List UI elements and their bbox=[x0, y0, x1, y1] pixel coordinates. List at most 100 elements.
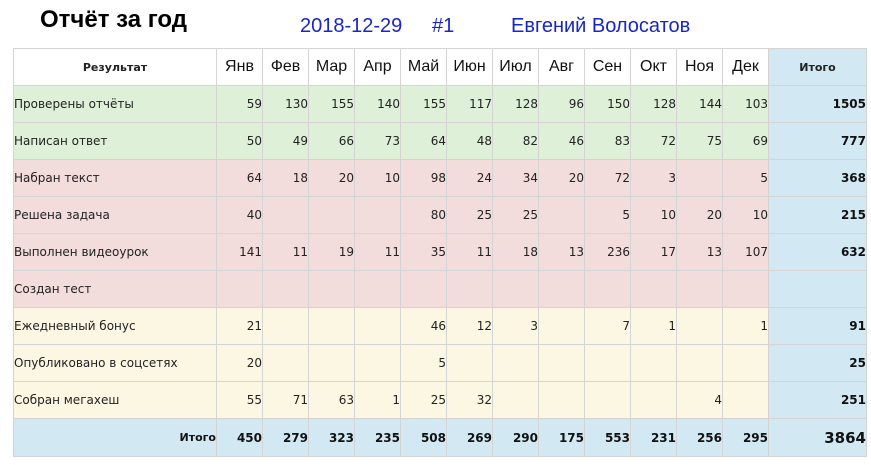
month-cell: 46 bbox=[538, 122, 585, 160]
month-cell bbox=[400, 270, 447, 308]
month-cell: 11 bbox=[354, 233, 401, 271]
user-name: Евгений Волосатов bbox=[511, 15, 691, 37]
row-label: Ежедневный бонус bbox=[13, 307, 217, 345]
month-cell: 32 bbox=[446, 381, 493, 419]
month-cell: 128 bbox=[630, 85, 677, 123]
month-cell: 69 bbox=[722, 122, 769, 160]
month-cell: 82 bbox=[492, 122, 539, 160]
month-cell: 73 bbox=[354, 122, 401, 160]
month-cell: 21 bbox=[216, 307, 263, 345]
row-total: 777 bbox=[768, 122, 867, 160]
month-cell bbox=[492, 344, 539, 382]
month-header: Ноя bbox=[676, 48, 723, 86]
month-cell: 3 bbox=[492, 307, 539, 345]
month-cell: 20 bbox=[308, 159, 355, 197]
month-cell: 1 bbox=[630, 307, 677, 345]
month-cell: 66 bbox=[308, 122, 355, 160]
month-cell: 13 bbox=[676, 233, 723, 271]
month-cell: 5 bbox=[584, 196, 631, 234]
month-cell bbox=[722, 344, 769, 382]
month-header: Июл bbox=[492, 48, 539, 86]
month-cell: 10 bbox=[630, 196, 677, 234]
total-header: Итого bbox=[768, 48, 867, 86]
table-row: Опубликовано в соцсетях 20 5 25 bbox=[13, 344, 867, 382]
month-cell: 19 bbox=[308, 233, 355, 271]
table-row: Ежедневный бонус 21 46 12 3 7 1 1 91 bbox=[13, 307, 867, 345]
row-label: Создан тест bbox=[13, 270, 217, 308]
month-cell: 1 bbox=[354, 381, 401, 419]
month-total-cell: 290 bbox=[492, 418, 539, 457]
month-cell: 64 bbox=[216, 159, 263, 197]
month-total-cell: 508 bbox=[400, 418, 447, 457]
month-cell: 20 bbox=[676, 196, 723, 234]
month-cell: 128 bbox=[492, 85, 539, 123]
month-cell bbox=[584, 344, 631, 382]
month-total-cell: 279 bbox=[262, 418, 309, 457]
month-cell: 17 bbox=[630, 233, 677, 271]
month-cell bbox=[676, 159, 723, 197]
month-cell: 40 bbox=[216, 196, 263, 234]
result-header: Результат bbox=[13, 48, 217, 86]
month-cell bbox=[630, 344, 677, 382]
month-total-cell: 175 bbox=[538, 418, 585, 457]
month-cell bbox=[354, 196, 401, 234]
month-cell: 63 bbox=[308, 381, 355, 419]
month-cell bbox=[676, 344, 723, 382]
month-cell: 20 bbox=[216, 344, 263, 382]
month-cell: 75 bbox=[676, 122, 723, 160]
month-cell: 103 bbox=[722, 85, 769, 123]
table-row: Решена задача 40 80 25 25 5 10 20 10 215 bbox=[13, 196, 867, 234]
month-cell bbox=[262, 270, 309, 308]
month-header: Мар bbox=[308, 48, 355, 86]
month-cell: 13 bbox=[538, 233, 585, 271]
month-cell: 72 bbox=[630, 122, 677, 160]
month-cell bbox=[584, 381, 631, 419]
month-cell: 83 bbox=[584, 122, 631, 160]
month-total-cell: 553 bbox=[584, 418, 631, 457]
month-cell: 11 bbox=[446, 233, 493, 271]
month-header: Янв bbox=[216, 48, 263, 86]
month-cell: 80 bbox=[400, 196, 447, 234]
month-cell: 34 bbox=[492, 159, 539, 197]
month-header: Июн bbox=[446, 48, 493, 86]
month-cell: 5 bbox=[722, 159, 769, 197]
month-cell: 12 bbox=[446, 307, 493, 345]
month-cell: 98 bbox=[400, 159, 447, 197]
month-cell: 10 bbox=[722, 196, 769, 234]
month-cell: 71 bbox=[262, 381, 309, 419]
row-label: Проверены отчёты bbox=[13, 85, 217, 123]
month-total-cell: 231 bbox=[630, 418, 677, 457]
row-total: 368 bbox=[768, 159, 867, 197]
month-cell: 50 bbox=[216, 122, 263, 160]
row-total: 25 bbox=[768, 344, 867, 382]
month-cell bbox=[722, 270, 769, 308]
month-total-cell: 450 bbox=[216, 418, 263, 457]
month-cell bbox=[216, 270, 263, 308]
row-label: Написан ответ bbox=[13, 122, 217, 160]
month-cell bbox=[308, 196, 355, 234]
yearly-report-table: Результат Янв Фев Мар Апр Май Июн Июл Авг Сен Окт… bbox=[13, 48, 867, 457]
month-cell bbox=[722, 381, 769, 419]
month-cell bbox=[446, 344, 493, 382]
month-total-cell: 323 bbox=[308, 418, 355, 457]
row-label: Собран мегахеш bbox=[13, 381, 217, 419]
month-cell: 24 bbox=[446, 159, 493, 197]
month-header: Сен bbox=[584, 48, 631, 86]
table-row: Написан ответ 50 49 66 73 64 48 82 46 83 72 75 69 777 bbox=[13, 122, 867, 160]
row-total: 91 bbox=[768, 307, 867, 345]
month-cell: 25 bbox=[492, 196, 539, 234]
month-cell: 236 bbox=[584, 233, 631, 271]
month-cell bbox=[354, 270, 401, 308]
month-cell bbox=[354, 307, 401, 345]
header-row: Результат Янв Фев Мар Апр Май Июн Июл Авг Сен Окт… bbox=[13, 48, 867, 86]
month-cell: 150 bbox=[584, 85, 631, 123]
month-cell: 20 bbox=[538, 159, 585, 197]
month-cell: 25 bbox=[446, 196, 493, 234]
month-cell: 59 bbox=[216, 85, 263, 123]
page-title: Отчёт за год bbox=[40, 6, 188, 33]
month-cell: 117 bbox=[446, 85, 493, 123]
month-total-cell: 235 bbox=[354, 418, 401, 457]
month-cell bbox=[262, 196, 309, 234]
row-label: Выполнен видеоурок bbox=[13, 233, 217, 271]
month-cell bbox=[492, 381, 539, 419]
